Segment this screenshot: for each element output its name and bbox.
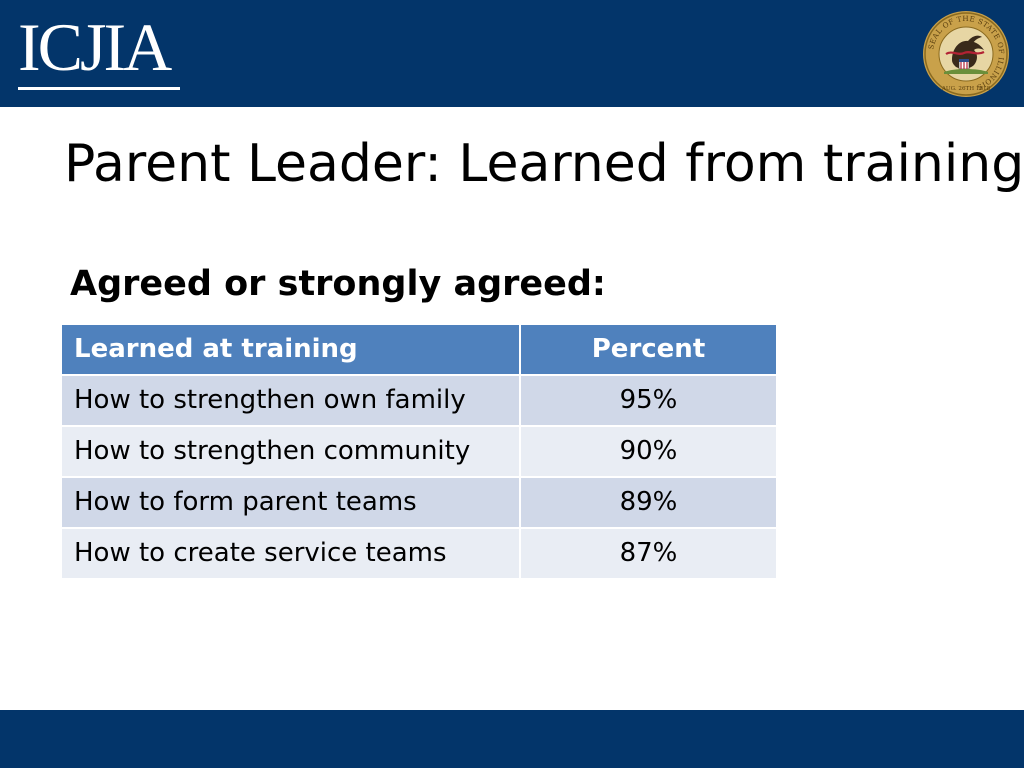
row-percent: 90% (520, 426, 776, 478)
row-percent: 95% (520, 375, 776, 427)
row-item: How to create service teams (62, 528, 521, 580)
row-percent: 87% (520, 528, 776, 580)
row-percent: 89% (520, 477, 776, 529)
column-header-learned: Learned at training (62, 325, 521, 376)
table-row: How to strengthen community 90% (62, 426, 776, 478)
table-row: How to strengthen own family 95% (62, 375, 776, 427)
slide-title: Parent Leader: Learned from training (64, 134, 1024, 194)
slide-subtitle: Agreed or strongly agreed: (70, 264, 606, 304)
logo-underline (18, 87, 180, 90)
header-bar: ICJIA SEAL OF THE STATE OF ILLINOIS AUG.… (0, 0, 1024, 107)
seal-date-text: AUG. 26TH 1818 (941, 86, 991, 92)
row-item: How to strengthen community (62, 426, 521, 478)
table-row: How to create service teams 87% (62, 528, 776, 580)
training-results-table: Learned at training Percent How to stren… (62, 325, 776, 580)
footer-bar (0, 710, 1024, 768)
icjia-logo: ICJIA (18, 12, 182, 96)
column-header-percent: Percent (520, 325, 776, 376)
row-item: How to strengthen own family (62, 375, 521, 427)
table-row: How to form parent teams 89% (62, 477, 776, 529)
illinois-seal-icon: SEAL OF THE STATE OF ILLINOIS AUG. 26TH … (923, 11, 1009, 97)
logo-text: ICJIA (18, 9, 172, 85)
row-item: How to form parent teams (62, 477, 521, 529)
table-header-row: Learned at training Percent (62, 325, 776, 376)
